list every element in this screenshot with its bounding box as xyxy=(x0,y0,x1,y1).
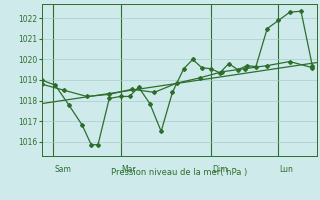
Text: Sam: Sam xyxy=(54,165,71,174)
X-axis label: Pression niveau de la mer( hPa ): Pression niveau de la mer( hPa ) xyxy=(111,168,247,178)
Text: Dim: Dim xyxy=(212,165,228,174)
Text: Mar: Mar xyxy=(122,165,136,174)
Text: Lun: Lun xyxy=(280,165,293,174)
